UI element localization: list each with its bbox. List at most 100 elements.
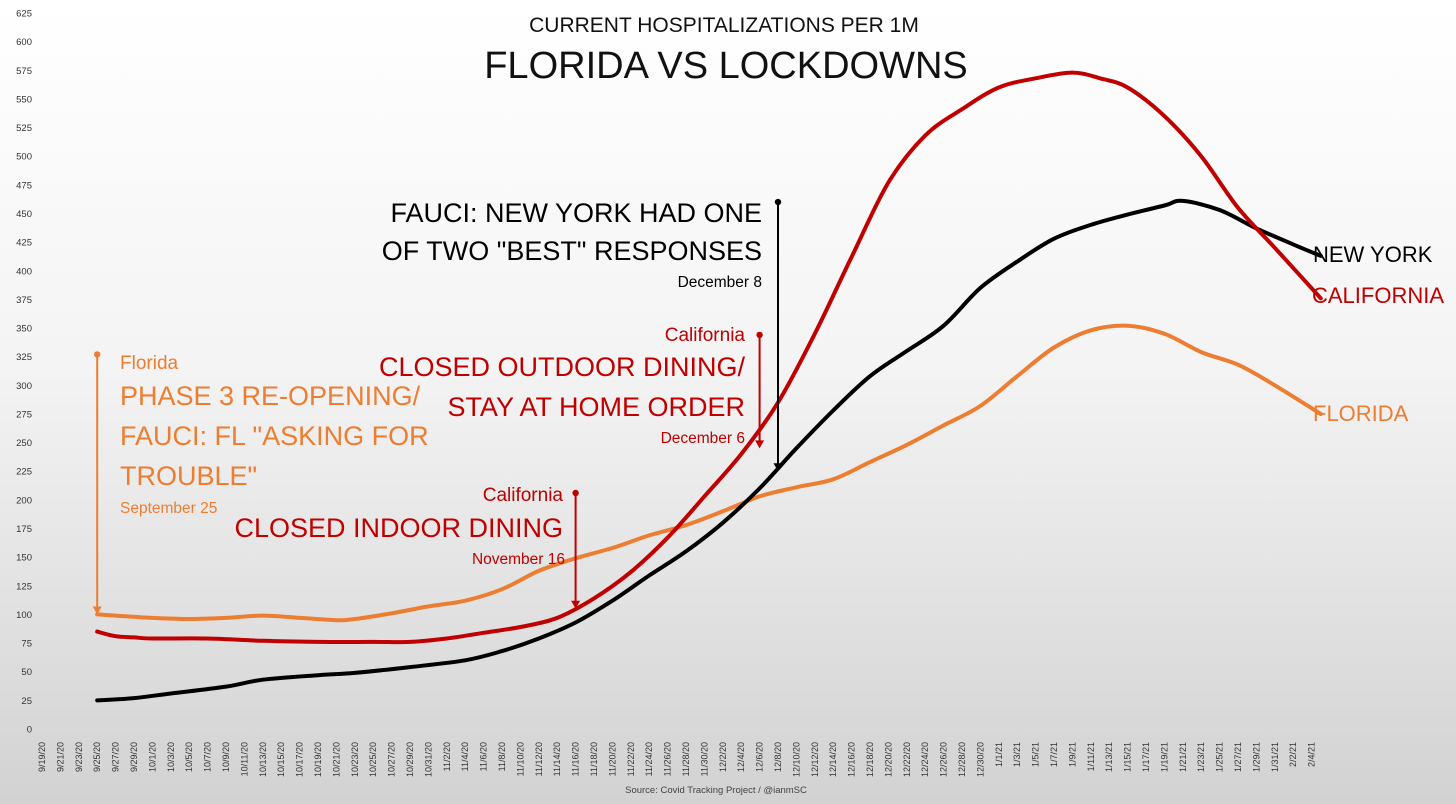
x-tick-label: 12/24/20 [920,742,930,777]
annotations: Florida PHASE 3 RE-OPENING/FAUCI: FL "ASK… [92,198,783,615]
annotation-arrow [571,489,581,609]
x-tick-label: 1/11/21 [1086,742,1096,771]
x-tick-label: 1/1/21 [994,742,1004,767]
series-line-florida [95,323,1323,623]
x-tick-label: 10/5/20 [184,742,194,772]
y-tick-label: 600 [16,37,32,48]
x-tick-label: 12/28/20 [957,742,967,777]
x-tick-label: 11/10/20 [515,742,525,776]
x-tick-label: 10/9/20 [221,742,231,772]
y-tick-label: 375 [16,295,32,306]
x-tick-label: 1/7/21 [1049,742,1059,767]
x-tick-label: 12/30/20 [975,742,985,777]
annotation-arrow [92,351,102,615]
y-tick-label: 475 [16,180,32,191]
annotation-date: September 25 [120,500,217,517]
annotation-ca-indoor: California CLOSED INDOOR DINING November 1… [234,485,581,609]
x-tick-label: 12/10/20 [791,742,801,777]
y-axis: 0 25 50 75 100 125 150 175 200 225 250 275 300 325 350… [16,9,32,736]
x-tick-label: 1/13/21 [1104,742,1114,772]
x-tick-label: 10/13/20 [258,742,268,777]
y-tick-label: 450 [16,209,32,220]
x-tick-label: 10/7/20 [203,742,213,772]
series-label-florida: FLORIDA [1313,401,1409,426]
x-tick-label: 12/4/20 [736,742,746,772]
x-tick-label: 10/27/20 [387,742,397,777]
x-tick-label: 1/27/21 [1233,742,1243,772]
x-tick-label: 11/8/20 [497,742,507,771]
x-tick-label: 1/29/21 [1251,742,1261,772]
x-tick-label: 11/20/20 [607,742,617,776]
y-tick-label: 75 [21,639,32,650]
x-tick-label: 12/8/20 [773,742,783,772]
x-tick-label: 10/21/20 [331,742,341,777]
y-tick-label: 0 [27,725,32,736]
x-tick-label: 1/23/21 [1196,742,1206,772]
annotation-text: PHASE 3 RE-OPENING/ [120,381,421,411]
y-tick-label: 425 [16,238,32,249]
source-note: Source: Covid Tracking Project / @ianmSC [625,785,807,796]
x-tick-label: 9/27/20 [111,742,121,772]
y-tick-label: 525 [16,123,32,134]
x-tick-label: 1/31/21 [1270,742,1280,772]
y-tick-label: 350 [16,324,32,335]
y-tick-label: 175 [16,524,32,535]
x-tick-label: 10/1/20 [147,742,157,772]
annotation-date: November 16 [472,551,565,568]
x-tick-label: 10/11/20 [239,742,249,776]
x-tick-label: 12/14/20 [828,742,838,777]
series-labels: NEW YORK CALIFORNIA FLORIDA [1312,242,1444,426]
x-tick-label: 10/29/20 [405,742,415,777]
x-tick-label: 11/2/20 [442,742,452,771]
x-tick-label: 9/29/20 [129,742,139,772]
series-lines [95,70,1323,703]
x-tick-label: 11/4/20 [460,742,470,771]
x-tick-label: 1/3/21 [1012,742,1022,767]
series-line-california [95,70,1323,645]
x-tick-label: 11/24/20 [644,742,654,776]
x-tick-label: 10/17/20 [295,742,305,777]
x-tick-label: 1/5/21 [1031,742,1041,767]
y-tick-label: 275 [16,409,32,420]
x-tick-label: 11/22/20 [626,742,636,776]
x-tick-label: 9/23/20 [74,742,84,772]
y-tick-label: 250 [16,438,32,449]
series-label-california: CALIFORNIA [1312,283,1444,308]
x-tick-label: 1/17/21 [1141,742,1151,772]
x-tick-label: 9/25/20 [92,742,102,772]
annotation-text: FAUCI: FL "ASKING FOR [120,421,429,451]
x-tick-label: 11/6/20 [479,742,489,771]
x-tick-label: 10/25/20 [368,742,378,777]
y-tick-label: 225 [16,467,32,478]
y-tick-label: 100 [16,610,32,621]
annotation-place: California [665,325,746,346]
y-tick-label: 200 [16,495,32,506]
annotation-date: December 6 [661,430,745,447]
x-tick-label: 10/19/20 [313,742,323,777]
annotation-ca-outdoor: California CLOSED OUTDOOR DINING/STAY AT … [379,325,765,449]
x-tick-label: 12/12/20 [810,742,820,777]
y-tick-label: 50 [21,667,32,678]
y-tick-label: 550 [16,94,32,105]
annotation-florida: Florida PHASE 3 RE-OPENING/FAUCI: FL "ASK… [92,351,429,615]
y-tick-label: 500 [16,152,32,163]
x-tick-label: 11/12/20 [534,742,544,776]
annotation-text: STAY AT HOME ORDER [447,392,745,422]
x-tick-label: 10/3/20 [166,742,176,772]
annotation-place: Florida [120,353,179,374]
annotation-text: CLOSED OUTDOOR DINING/ [379,352,746,382]
x-tick-label: 12/2/20 [718,742,728,772]
y-tick-label: 575 [16,66,32,77]
x-tick-label: 12/18/20 [865,742,875,777]
y-tick-label: 325 [16,352,32,363]
annotation-text: TROUBLE" [120,461,257,491]
x-tick-label: 9/21/20 [55,742,65,772]
annotation-text: OF TWO "BEST" RESPONSES [382,236,762,266]
x-tick-label: 12/16/20 [847,742,857,777]
x-tick-label: 12/22/20 [902,742,912,777]
y-tick-label: 400 [16,266,32,277]
chart-subtitle: CURRENT HOSPITALIZATIONS PER 1M [529,14,919,37]
x-tick-label: 11/18/20 [589,742,599,776]
x-tick-label: 1/21/21 [1178,742,1188,772]
